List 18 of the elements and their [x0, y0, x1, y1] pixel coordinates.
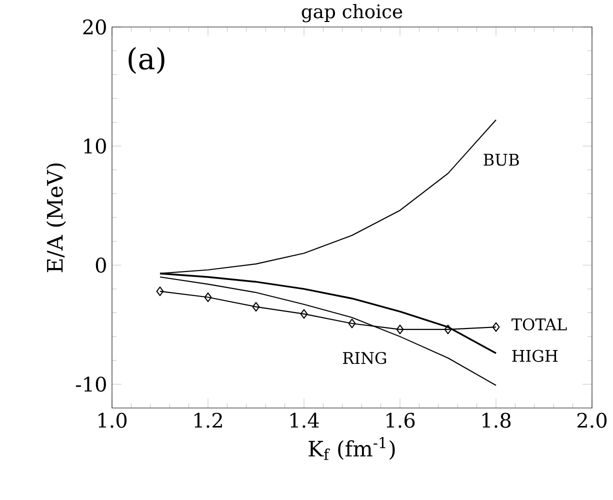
annotation: (a)	[128, 46, 164, 74]
y-tick-label: 0	[96, 258, 106, 273]
series-label: HIGH	[512, 350, 558, 362]
x-axis-title: K$_{f}$ (fm$^{-1}$)	[308, 436, 395, 460]
x-tick-label: 1.8	[482, 412, 511, 428]
x-tick-label: 1.0	[98, 412, 127, 428]
x-tick-label: 1.2	[194, 412, 222, 428]
y-tick-label: -10	[76, 376, 106, 392]
y-axis-title: E/A (MeV)	[46, 163, 66, 272]
x-tick-label: 2.0	[577, 412, 607, 428]
x-tick-label: 1.4	[290, 412, 319, 428]
y-tick-label: 10	[84, 138, 106, 154]
x-tick-label: 1.6	[386, 412, 415, 428]
chart-title: gap choice	[302, 4, 402, 22]
series-label: TOTAL	[512, 318, 567, 330]
series-label: BUB	[484, 154, 519, 166]
series-label: RING	[343, 352, 386, 364]
y-tick-label: 20	[83, 19, 106, 35]
